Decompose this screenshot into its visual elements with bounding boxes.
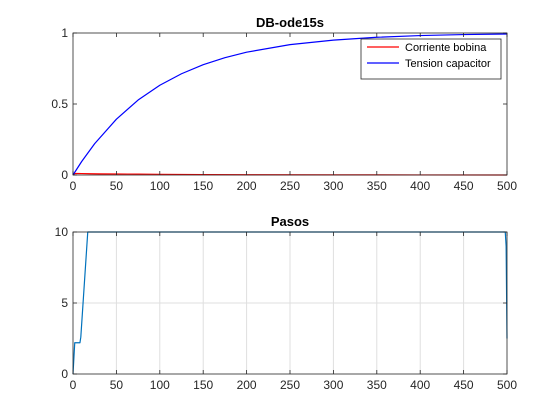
y-tick-label: 0.5 — [51, 97, 68, 111]
x-tick-label: 50 — [110, 378, 124, 392]
x-tick-label: 200 — [237, 378, 257, 392]
legend-box — [360, 38, 502, 80]
y-tick-label: 5 — [61, 296, 68, 310]
chart-title: Pasos — [271, 214, 309, 229]
x-tick-label: 100 — [150, 378, 170, 392]
x-tick-label: 500 — [497, 378, 517, 392]
x-tick-label: 250 — [280, 378, 300, 392]
x-tick-label: 300 — [323, 378, 343, 392]
x-tick-label: 50 — [110, 179, 124, 193]
x-tick-label: 350 — [367, 179, 387, 193]
x-tick-label: 100 — [150, 179, 170, 193]
legend-entry: Corriente bobina — [405, 42, 487, 54]
x-tick-label: 150 — [193, 179, 213, 193]
x-tick-label: 250 — [280, 179, 300, 193]
y-tick-label: 1 — [61, 26, 68, 40]
x-tick-label: 450 — [454, 378, 474, 392]
x-tick-label: 0 — [70, 378, 77, 392]
x-tick-label: 150 — [193, 378, 213, 392]
x-tick-label: 400 — [410, 179, 430, 193]
x-tick-label: 450 — [454, 179, 474, 193]
legend-entry: Tension capacitor — [405, 58, 491, 70]
y-tick-label: 10 — [55, 225, 69, 239]
y-tick-label: 0 — [61, 367, 68, 381]
axes-bottom: 0 50 100 150 200 250 300 350 400 450 500 0 5 10 Pasos — [55, 214, 518, 392]
chart-title: DB-ode15s — [256, 15, 324, 30]
x-tick-label: 300 — [323, 179, 343, 193]
axes-top: 0 50 100 150 200 250 300 350 400 450 500 0 0.5 1 DB-od… — [51, 15, 517, 193]
x-tick-label: 0 — [70, 179, 77, 193]
y-tick-label: 0 — [61, 168, 68, 182]
x-tick-label: 400 — [410, 378, 430, 392]
x-tick-label: 200 — [237, 179, 257, 193]
series-line-1 — [72, 33, 508, 176]
x-tick-label: 500 — [497, 179, 517, 193]
x-tick-label: 350 — [367, 378, 387, 392]
